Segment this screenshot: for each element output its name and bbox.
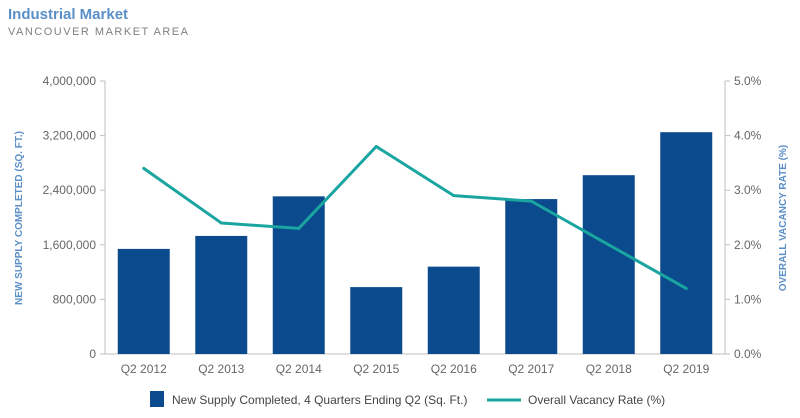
left-tick-label: 0	[89, 347, 96, 361]
chart-title: Industrial Market	[8, 6, 129, 23]
line-point	[529, 199, 533, 203]
right-tick-label: 1.0%	[734, 292, 762, 306]
bar	[350, 287, 403, 354]
line-point	[297, 226, 301, 230]
x-axis-labels: Q2 2012 Q2 2013 Q2 2014 Q2 2015 Q2 2016 Q2 20…	[121, 362, 710, 376]
line-point	[374, 145, 378, 149]
bar	[195, 235, 248, 354]
x-tick-label: Q2 2012	[121, 362, 167, 376]
bar	[582, 175, 635, 354]
left-tick-label: 800,000	[53, 292, 97, 306]
x-tick-label: Q2 2014	[276, 362, 322, 376]
right-tick-label: 2.0%	[734, 238, 762, 252]
bar-series	[117, 132, 713, 354]
left-tick-label: 1,600,000	[43, 238, 97, 252]
left-axis-title: NEW SUPPLY COMPLETED (SQ. FT.)	[14, 131, 25, 305]
right-tick-label: 4.0%	[734, 129, 762, 143]
right-axis-title: OVERALL VACANCY RATE (%)	[778, 145, 789, 292]
legend: New Supply Completed, 4 Quarters Ending …	[150, 391, 665, 407]
bar	[272, 196, 325, 354]
legend-bar-label: New Supply Completed, 4 Quarters Ending …	[172, 393, 467, 407]
right-tick-label: 0.0%	[734, 347, 762, 361]
line-point	[452, 194, 456, 198]
line-series	[142, 145, 688, 290]
x-tick-label: Q2 2019	[663, 362, 709, 376]
x-tick-label: Q2 2017	[508, 362, 554, 376]
line-point	[142, 166, 146, 170]
line-point	[684, 286, 688, 290]
right-y-axis: 0.0% 1.0% 2.0% 3.0% 4.0% 5.0%	[724, 74, 762, 361]
x-tick-label: Q2 2015	[353, 362, 399, 376]
bar	[117, 248, 170, 354]
line-point	[607, 243, 611, 247]
bar	[660, 132, 713, 354]
legend-bar-swatch	[150, 391, 164, 407]
x-tick-label: Q2 2016	[431, 362, 477, 376]
legend-line-label: Overall Vacancy Rate (%)	[528, 393, 665, 407]
left-tick-label: 3,200,000	[43, 129, 97, 143]
x-tick-label: Q2 2018	[586, 362, 632, 376]
vacancy-rate-line	[142, 145, 687, 290]
left-tick-label: 2,400,000	[43, 183, 97, 197]
right-tick-label: 5.0%	[734, 74, 762, 88]
x-tick-label: Q2 2013	[198, 362, 244, 376]
left-tick-label: 4,000,000	[43, 74, 97, 88]
bar	[505, 199, 558, 354]
chart-subtitle: VANCOUVER MARKET AREA	[8, 26, 190, 38]
bar	[427, 266, 480, 354]
right-tick-label: 3.0%	[734, 183, 762, 197]
line-point	[219, 221, 223, 225]
